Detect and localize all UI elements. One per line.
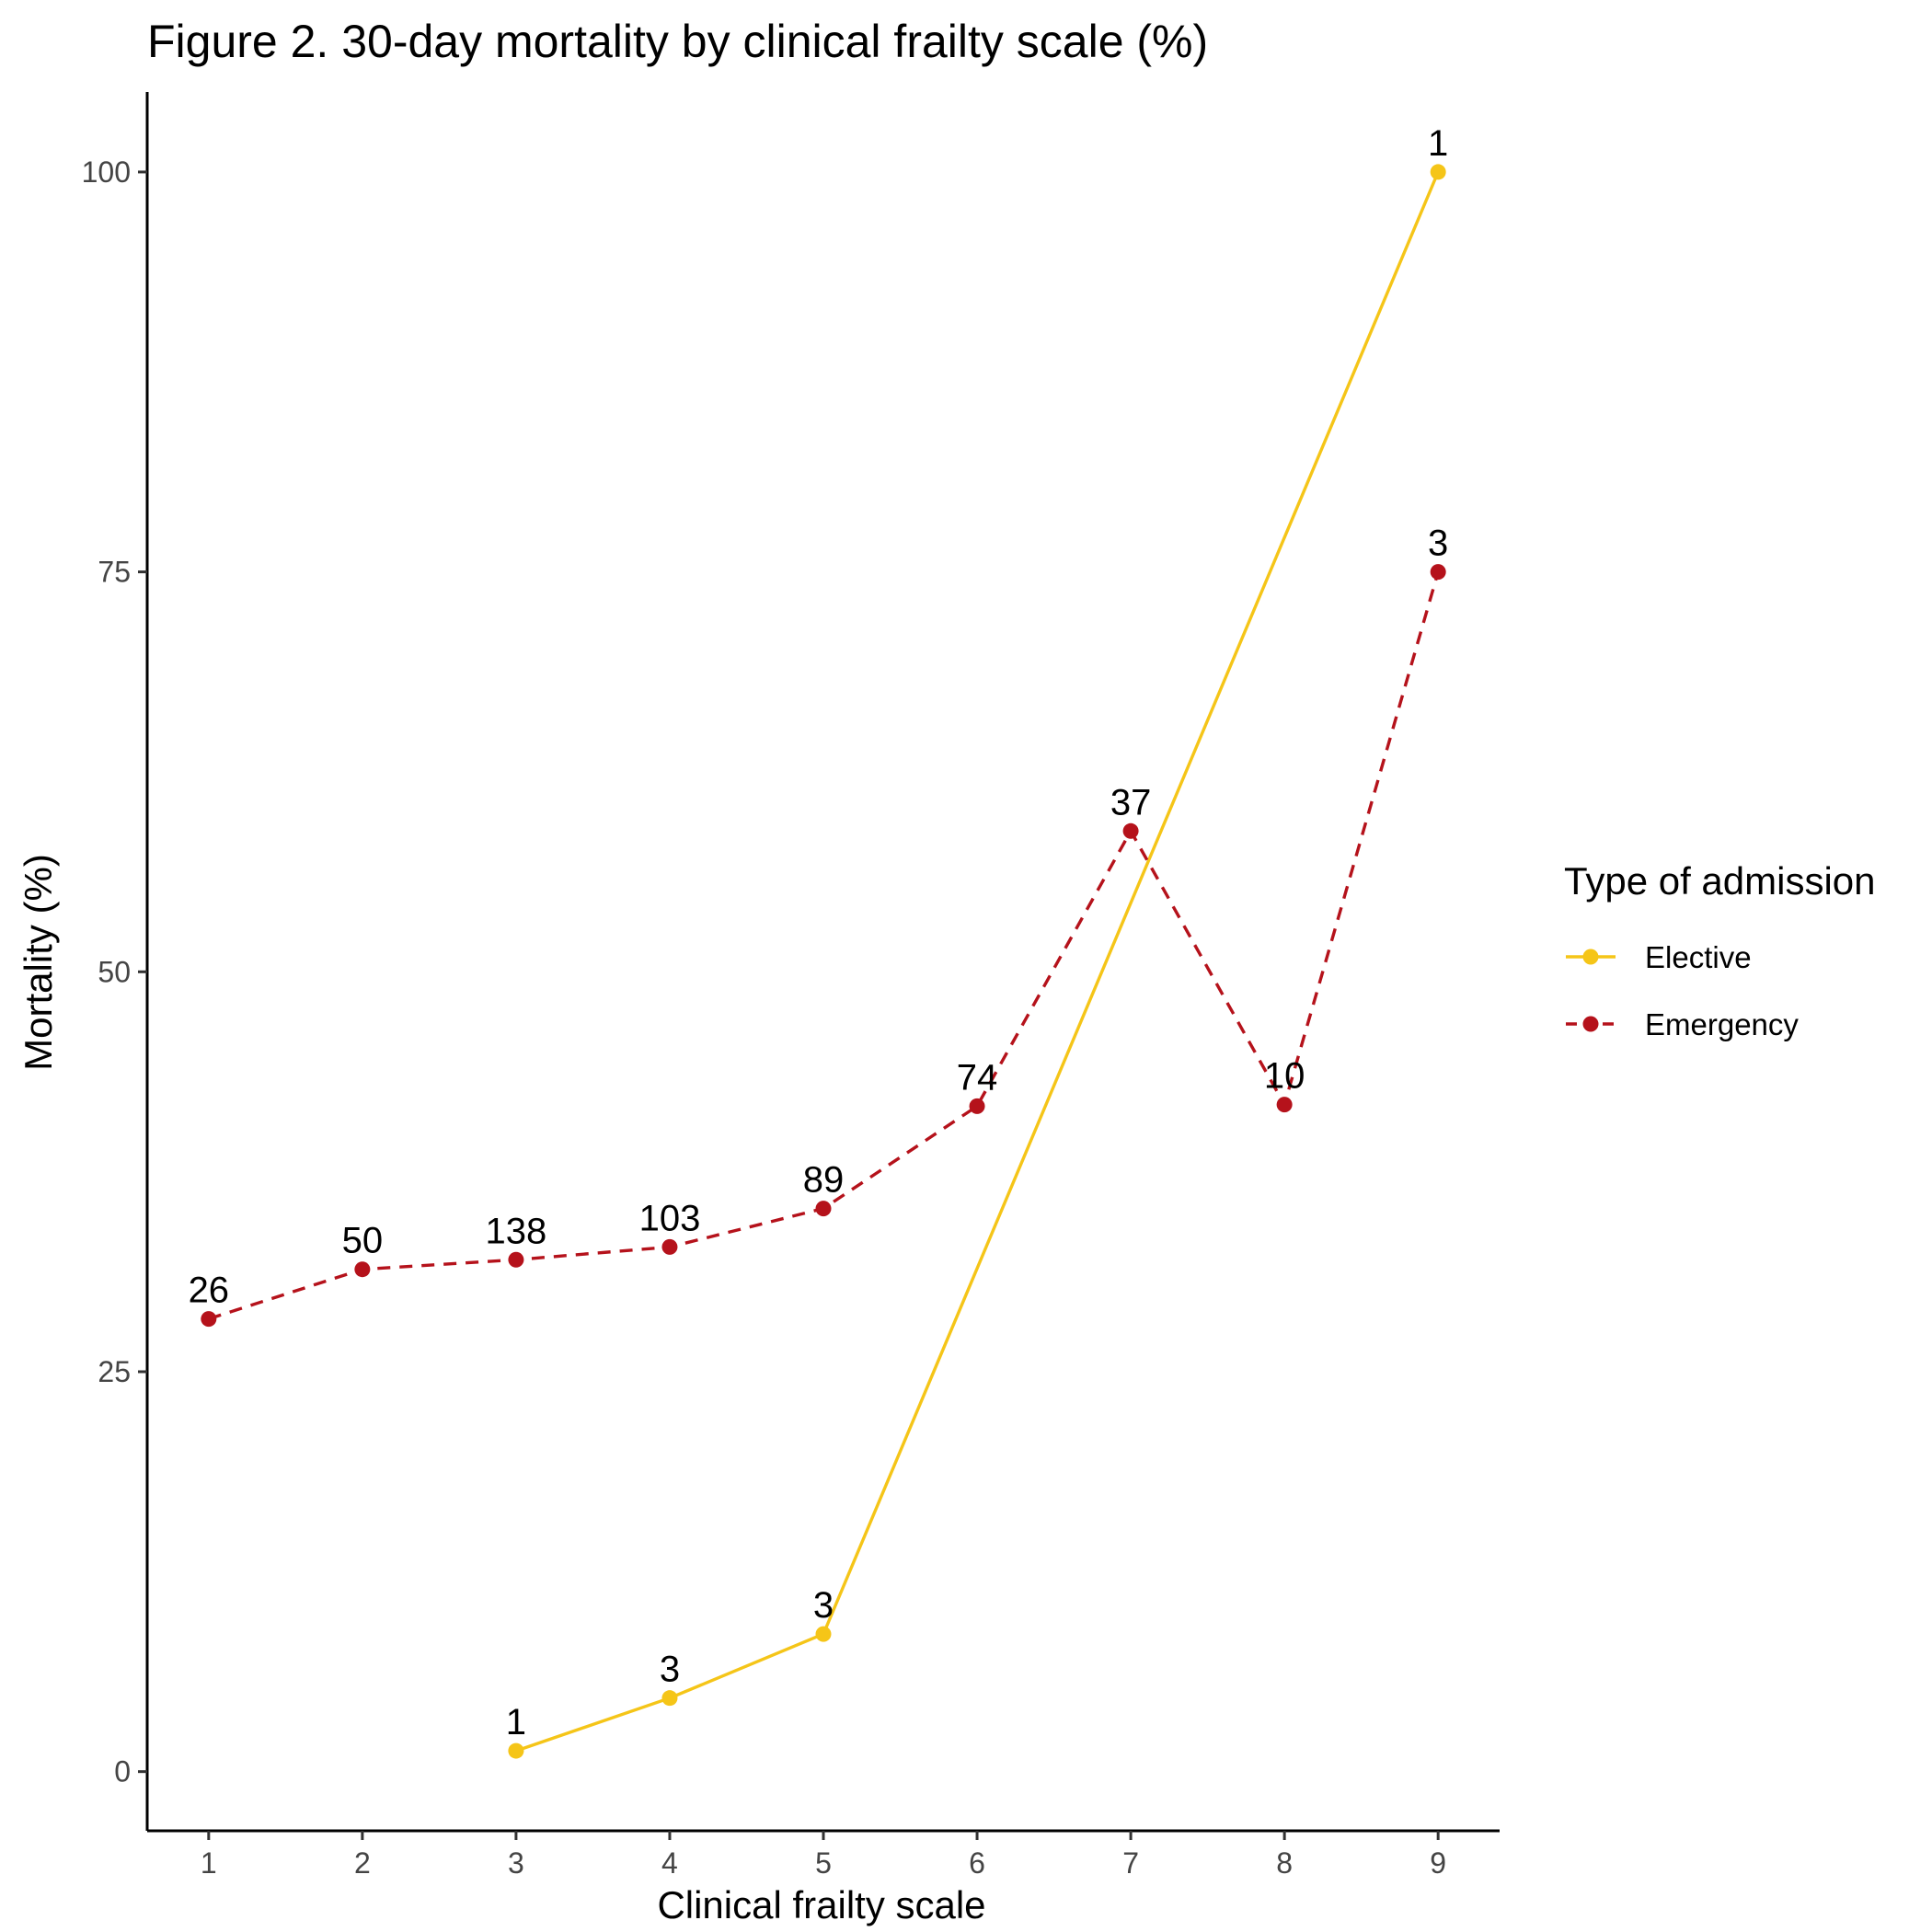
data-label: 3 — [813, 1585, 834, 1626]
data-label: 26 — [189, 1271, 230, 1311]
y-tick-label: 0 — [114, 1755, 131, 1788]
chart-title: Figure 2. 30-day mortality by clinical f… — [147, 16, 1208, 67]
data-point — [815, 1201, 832, 1217]
axes — [145, 92, 1500, 1833]
data-point — [1276, 1097, 1293, 1113]
legend-label: Emergency — [1645, 1007, 1799, 1041]
data-label: 10 — [1264, 1056, 1305, 1097]
data-point — [1122, 822, 1139, 839]
y-tick-label: 50 — [98, 955, 131, 988]
data-point — [661, 1690, 678, 1707]
x-tick-label: 8 — [1276, 1846, 1293, 1880]
data-point — [201, 1311, 217, 1328]
legend-title: Type of admission — [1564, 859, 1876, 903]
x-tick-label: 1 — [201, 1846, 217, 1880]
series-elective: 1 3 3 1 — [506, 123, 1448, 1759]
data-label: 138 — [486, 1211, 547, 1251]
legend-item-elective: Elective — [1566, 940, 1752, 974]
data-label: 103 — [639, 1198, 701, 1238]
data-point — [508, 1742, 524, 1759]
data-point — [661, 1238, 678, 1255]
data-label: 3 — [660, 1650, 680, 1690]
x-tick-label: 7 — [1122, 1846, 1139, 1880]
legend-item-emergency: Emergency — [1566, 1007, 1799, 1041]
series-line-elective — [515, 171, 1440, 1753]
legend-swatch-point — [1582, 949, 1599, 965]
x-axis-title: Clinical frailty scale — [657, 1883, 985, 1926]
data-point — [1430, 164, 1446, 180]
x-tick-label: 3 — [508, 1846, 524, 1880]
data-point — [815, 1626, 832, 1642]
data-point — [354, 1261, 371, 1278]
data-point — [969, 1098, 985, 1114]
data-label: 1 — [506, 1702, 526, 1742]
x-tick-label: 6 — [969, 1846, 985, 1880]
data-point — [508, 1251, 524, 1268]
y-axis-ticks: 0 25 50 75 100 — [82, 155, 147, 1788]
legend: Type of admission Elective Emergency — [1564, 859, 1876, 1041]
legend-swatch-point — [1582, 1016, 1599, 1032]
x-tick-label: 5 — [815, 1846, 832, 1880]
data-label: 89 — [803, 1160, 845, 1201]
y-axis-title: Mortality (%) — [17, 854, 60, 1071]
data-label: 50 — [342, 1221, 384, 1261]
data-label: 3 — [1428, 523, 1448, 564]
data-label: 37 — [1110, 782, 1152, 822]
x-tick-label: 9 — [1430, 1846, 1446, 1880]
data-point — [1430, 564, 1446, 581]
data-label: 74 — [957, 1057, 998, 1098]
x-tick-label: 2 — [354, 1846, 371, 1880]
y-tick-label: 100 — [82, 155, 131, 189]
x-axis-ticks: 1 2 3 4 5 6 7 8 9 — [201, 1831, 1446, 1880]
y-tick-label: 25 — [98, 1355, 131, 1388]
legend-items: Elective Emergency — [1566, 940, 1799, 1041]
x-tick-label: 4 — [661, 1846, 678, 1880]
data-label: 1 — [1428, 123, 1448, 164]
legend-label: Elective — [1645, 940, 1752, 974]
y-tick-label: 75 — [98, 556, 131, 589]
